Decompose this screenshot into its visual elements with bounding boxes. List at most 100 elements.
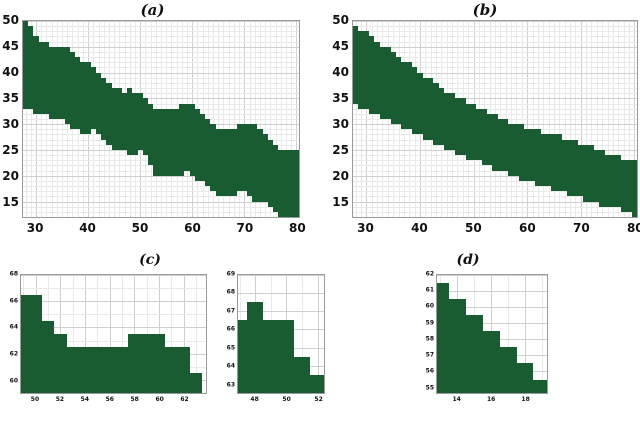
band-column [545, 134, 552, 187]
gridline-vertical [508, 275, 510, 393]
gridline-horizontal [23, 41, 299, 43]
panel-c-title: (c) [139, 252, 161, 268]
y-tick-label: 66 [226, 325, 235, 333]
gridline-horizontal [23, 36, 299, 38]
gridline-horizontal [23, 211, 299, 213]
y-tick-label: 68 [9, 270, 18, 278]
band-column [111, 88, 117, 150]
x-tick-label: 60 [519, 221, 536, 235]
band-column [460, 98, 466, 156]
gridline-vertical [97, 275, 99, 393]
bar [91, 347, 104, 393]
panel-b: (b) 15 20 25 30 35 40 45 50 30 40 50 60 70 80 [330, 0, 640, 252]
y-tick-label: 67 [226, 307, 235, 315]
band-column [43, 41, 50, 114]
gridline-horizontal [353, 186, 637, 188]
x-tick-label: 14 [452, 396, 461, 403]
x-tick-label: 50 [465, 221, 482, 235]
gridline-horizontal [353, 201, 637, 203]
bar [128, 334, 141, 393]
band-column [33, 36, 39, 114]
panel-c-right-plotbox [237, 274, 325, 394]
band-column [272, 144, 279, 212]
panel-c-right-bars [238, 275, 324, 393]
band-column [116, 88, 122, 150]
band-column [508, 124, 514, 176]
band-column [147, 103, 154, 166]
gridline-horizontal [23, 98, 299, 100]
band-column [406, 62, 412, 130]
gridline-horizontal [23, 175, 299, 177]
gridline-vertical [525, 275, 526, 393]
gridline-vertical [72, 275, 74, 393]
bar [238, 320, 248, 393]
band-column [503, 119, 509, 171]
x-tick-label: 56 [105, 396, 114, 403]
y-tick-label: 64 [226, 362, 235, 370]
band-column [200, 113, 206, 181]
gridline-horizontal [21, 288, 206, 290]
band-column [28, 26, 34, 109]
gridline-horizontal [21, 314, 206, 316]
band-column [476, 108, 482, 161]
gridline-horizontal [353, 170, 637, 172]
gridline-horizontal [353, 175, 637, 177]
bar [165, 347, 178, 393]
gridline-horizontal [353, 98, 637, 100]
x-tick-label: 60 [184, 221, 201, 235]
y-tick-label: 25 [2, 143, 19, 158]
bar [41, 320, 55, 393]
band-column [599, 149, 605, 207]
band-column [257, 129, 263, 202]
band-column [444, 93, 450, 150]
gridline-horizontal [353, 191, 637, 193]
band-column [519, 124, 525, 181]
y-tick-label: 40 [332, 65, 349, 80]
band-column [121, 93, 128, 150]
gridline-horizontal [23, 180, 299, 182]
band-column [220, 129, 227, 197]
band-column [454, 98, 461, 156]
band-column [610, 155, 616, 207]
band-column [278, 149, 284, 217]
band-column [358, 31, 364, 109]
gridline-horizontal [23, 57, 299, 59]
y-tick-label: 68 [226, 288, 235, 296]
gridline-horizontal [353, 77, 637, 79]
gridline-horizontal [23, 206, 299, 208]
gridline-horizontal [23, 82, 299, 84]
y-tick-label: 65 [226, 344, 235, 352]
y-tick-label: 30 [2, 117, 19, 132]
y-tick-label: 63 [226, 381, 235, 389]
band-column [293, 149, 299, 217]
x-tick-label: 80 [626, 221, 640, 235]
band-column [588, 144, 595, 202]
x-tick-label: 30 [357, 221, 374, 235]
bar [29, 294, 42, 393]
band-column [594, 149, 600, 202]
bar [21, 294, 30, 393]
band-column [540, 134, 546, 187]
band-column [449, 93, 455, 150]
gridline-horizontal [23, 88, 299, 90]
band-column [252, 124, 258, 202]
bar [54, 334, 67, 393]
x-tick-label: 70 [236, 221, 254, 235]
band-column [385, 46, 391, 119]
gridline-horizontal [21, 275, 206, 276]
band-column [535, 129, 541, 187]
panel-a-band [23, 21, 299, 217]
panel-b-band [353, 21, 637, 217]
panel-b-title: (b) [472, 1, 498, 19]
gridline-horizontal [23, 21, 299, 22]
y-tick-label: 35 [2, 91, 19, 106]
band-column [626, 160, 632, 212]
band-column [267, 139, 273, 207]
band-column [262, 134, 268, 202]
gridline-horizontal [353, 31, 637, 33]
band-column [556, 134, 562, 192]
band-column [401, 62, 407, 130]
y-tick-label: 58 [425, 335, 434, 343]
gridline-horizontal [353, 67, 637, 69]
